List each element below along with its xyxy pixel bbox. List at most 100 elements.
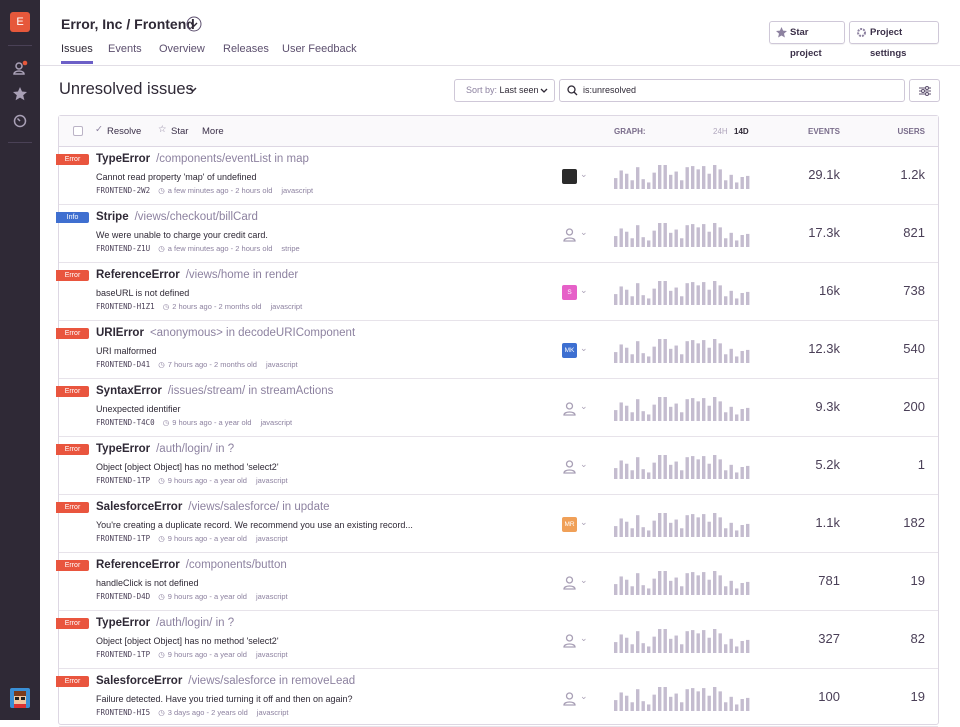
graph-bar bbox=[707, 695, 711, 711]
graph-bar bbox=[707, 637, 711, 653]
assignee-icon[interactable] bbox=[562, 459, 577, 474]
range-toggle[interactable]: 14D bbox=[734, 127, 749, 136]
sparkline bbox=[614, 629, 750, 653]
graph-bar bbox=[718, 517, 722, 537]
sort-dropdown[interactable]: Sort by: Last seen bbox=[454, 79, 555, 102]
assignee-icon[interactable] bbox=[562, 227, 577, 242]
graph-bar bbox=[669, 638, 673, 653]
icon-shape bbox=[563, 402, 576, 416]
graph-bar bbox=[680, 180, 684, 189]
select-all[interactable] bbox=[73, 126, 83, 136]
issue-message: Object [object Object] has no method 'se… bbox=[96, 636, 279, 646]
graph-bar bbox=[718, 575, 722, 595]
graph-bar bbox=[740, 583, 744, 595]
header-button[interactable]: Star project bbox=[769, 21, 845, 59]
heading-caret[interactable] bbox=[188, 86, 198, 94]
filter-button[interactable] bbox=[909, 79, 940, 102]
graph-bar bbox=[729, 348, 733, 363]
graph-bar bbox=[702, 630, 706, 653]
graph-bar bbox=[641, 527, 645, 537]
header-button[interactable]: Project settings bbox=[849, 21, 939, 59]
issue-title: URIError <anonymous> in decodeURIComponen… bbox=[96, 327, 355, 339]
graph-bar bbox=[685, 515, 689, 537]
graph-bar bbox=[669, 580, 673, 595]
graph-bar bbox=[713, 339, 717, 363]
error-type: SyntaxError bbox=[96, 385, 162, 397]
assignee-avatar[interactable] bbox=[562, 169, 577, 184]
event-count: 17.3k bbox=[808, 225, 840, 240]
assignee-icon[interactable] bbox=[562, 401, 577, 416]
issue-row[interactable]: Error TypeError/components/eventList in m… bbox=[56, 147, 938, 205]
icon-shape bbox=[563, 460, 576, 474]
bulk-action[interactable]: More bbox=[202, 126, 224, 137]
sort-value: Last seen bbox=[499, 85, 539, 95]
user-count: 540 bbox=[903, 341, 925, 356]
graph-bar bbox=[614, 236, 618, 247]
graph-bar bbox=[652, 346, 656, 363]
search-box[interactable]: is:unresolved bbox=[559, 79, 905, 102]
issue-row[interactable]: Error SalesforceError/views/salesforce/ i… bbox=[56, 495, 938, 553]
graph-bar bbox=[669, 406, 673, 421]
icon-shape bbox=[857, 28, 866, 37]
graph-bar bbox=[729, 580, 733, 595]
user-avatar[interactable] bbox=[10, 688, 30, 708]
assignee-caret: ⌄ bbox=[580, 343, 588, 353]
graph-bar bbox=[663, 571, 667, 595]
error-type: SalesforceError bbox=[96, 501, 183, 513]
error-type: URIError bbox=[96, 327, 144, 339]
graph-bar bbox=[718, 459, 722, 479]
graph-bar bbox=[707, 579, 711, 595]
assignee-avatar[interactable]: MR bbox=[562, 517, 577, 532]
issue-row[interactable]: Error ReferenceError/views/home in render… bbox=[56, 263, 938, 321]
issue-row[interactable]: Error SalesforceError/views/salesforce in… bbox=[56, 669, 938, 727]
assignee-icon[interactable] bbox=[562, 691, 577, 706]
issue-title: Stripe/views/checkout/billCard bbox=[96, 211, 258, 223]
graph-bar bbox=[636, 573, 640, 595]
bulk-action[interactable]: Star bbox=[171, 126, 189, 137]
graph-bar bbox=[619, 460, 623, 479]
nav-icons[interactable] bbox=[12, 60, 28, 132]
tab[interactable]: Issues bbox=[61, 43, 93, 64]
assignee-avatar[interactable]: S bbox=[562, 285, 577, 300]
assignee-caret: ⌄ bbox=[580, 691, 588, 701]
issue-row[interactable]: Info Stripe/views/checkout/billCard We wer… bbox=[56, 205, 938, 263]
graph-bar bbox=[702, 282, 706, 305]
culprit: <anonymous> in decodeURIComponent bbox=[149, 327, 356, 339]
graph-bar bbox=[674, 577, 678, 595]
graph-bar bbox=[647, 530, 651, 537]
range-toggle[interactable]: 24H bbox=[713, 127, 728, 136]
graph-bar bbox=[658, 281, 662, 305]
tab[interactable]: Releases bbox=[223, 43, 269, 55]
graph-bar bbox=[746, 639, 750, 653]
graph-bar bbox=[674, 461, 678, 479]
clock-icon: ◷ bbox=[158, 476, 165, 485]
project-dropdown[interactable] bbox=[186, 16, 202, 32]
assignee-icon[interactable] bbox=[562, 633, 577, 648]
tab[interactable]: User Feedback bbox=[282, 43, 357, 55]
bulk-action[interactable]: Resolve bbox=[107, 126, 142, 137]
graph-bar bbox=[713, 165, 717, 189]
graph-bar bbox=[641, 701, 645, 711]
org-avatar[interactable]: E bbox=[10, 12, 30, 32]
issue-row[interactable]: Error TypeError/auth/login/ in ? Object [o… bbox=[56, 611, 938, 669]
tab[interactable]: Overview bbox=[159, 43, 205, 55]
graph-bar bbox=[614, 178, 618, 189]
graph-bar bbox=[724, 586, 728, 595]
issue-row[interactable]: Error URIError <anonymous> in decodeURICom… bbox=[56, 321, 938, 379]
age: 2 hours ago - 2 months old bbox=[172, 302, 262, 311]
graph-bar bbox=[691, 224, 695, 247]
sparkline bbox=[614, 687, 750, 711]
graph-bar bbox=[724, 528, 728, 537]
issue-row[interactable]: Error ReferenceError/components/button han… bbox=[56, 553, 938, 611]
issue-row[interactable]: Error TypeError/auth/login/ in ? Object [o… bbox=[56, 437, 938, 495]
tab[interactable]: Events bbox=[108, 43, 142, 55]
assignee-caret: ⌄ bbox=[580, 517, 588, 527]
graph-bar bbox=[630, 528, 634, 537]
graph-bar bbox=[614, 468, 618, 479]
assignee-avatar[interactable]: MK bbox=[562, 343, 577, 358]
level-badge: Error bbox=[56, 676, 89, 687]
culprit: /components/button bbox=[185, 559, 287, 571]
assignee-icon[interactable] bbox=[562, 575, 577, 590]
issue-row[interactable]: Error SyntaxError/issues/stream/ in strea… bbox=[56, 379, 938, 437]
graph-bar bbox=[625, 173, 629, 189]
